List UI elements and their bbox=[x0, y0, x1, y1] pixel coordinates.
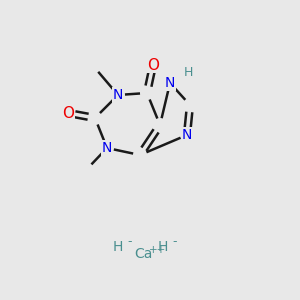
Text: Ca: Ca bbox=[134, 247, 152, 261]
Text: H: H bbox=[113, 240, 123, 254]
Text: O: O bbox=[62, 106, 74, 121]
Text: N: N bbox=[102, 141, 112, 155]
Text: N: N bbox=[165, 76, 175, 90]
Text: -: - bbox=[173, 236, 177, 248]
Text: H: H bbox=[158, 240, 168, 254]
Text: -: - bbox=[128, 236, 132, 248]
Text: ++: ++ bbox=[149, 245, 167, 255]
Text: H: H bbox=[183, 67, 193, 80]
Text: N: N bbox=[182, 128, 192, 142]
Text: O: O bbox=[147, 58, 159, 73]
Text: N: N bbox=[113, 88, 123, 102]
